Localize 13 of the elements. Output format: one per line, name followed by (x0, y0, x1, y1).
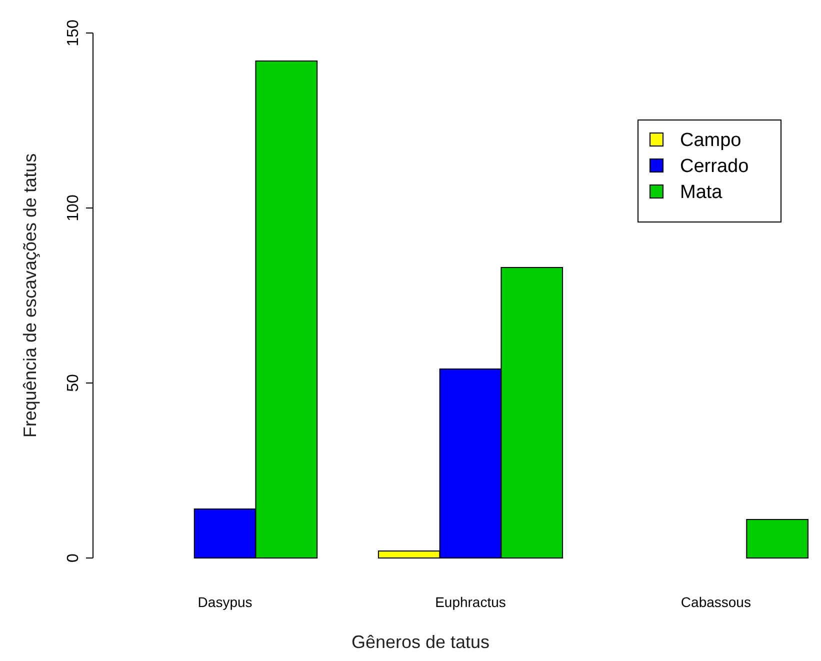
x-axis-title: Gêneros de tatus (351, 632, 490, 652)
y-tick-label: 0 (65, 553, 82, 562)
x-tick-label: Dasypus (198, 594, 252, 610)
bar (746, 519, 808, 558)
legend-label: Mata (680, 182, 723, 203)
y-tick-label: 150 (65, 20, 82, 46)
y-tick-label: 100 (65, 194, 82, 222)
x-tick-label: Euphractus (435, 594, 506, 610)
legend-label: Cerrado (680, 156, 749, 177)
y-axis-title: Frequência de escavações de tatus (20, 153, 40, 438)
x-tick-label: Cabassous (680, 594, 751, 610)
y-tick-label: 50 (65, 374, 82, 392)
legend-label: Campo (680, 130, 742, 151)
